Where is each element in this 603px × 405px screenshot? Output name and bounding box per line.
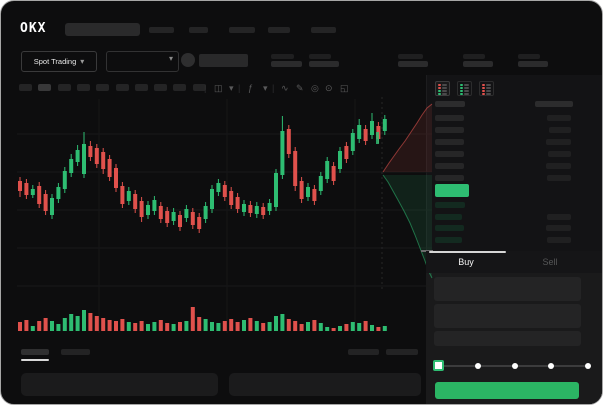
nav-item-placeholder[interactable]	[268, 27, 290, 33]
timeframe-button[interactable]	[38, 84, 52, 91]
bid-row-amount[interactable]	[546, 225, 571, 231]
coin-icon	[181, 53, 195, 67]
fullscreen-icon[interactable]: ◱	[340, 83, 349, 93]
stat-value-placeholder	[309, 61, 339, 67]
timeframe-button[interactable]	[57, 84, 71, 91]
stat-value-placeholder	[518, 61, 548, 67]
spot-trading-dropdown[interactable]: Spot Trading ▾	[21, 51, 97, 72]
nav-item-placeholder[interactable]	[311, 27, 336, 33]
orderbook-header-placeholder	[535, 101, 573, 107]
active-tab-indicator	[429, 251, 506, 253]
stat-label-placeholder	[309, 54, 331, 59]
indicator-icon[interactable]: ƒ	[248, 83, 254, 93]
nav-item-placeholder[interactable]	[229, 27, 255, 33]
orderbook-view-bids-icon[interactable]	[457, 81, 472, 96]
chevron-down-icon[interactable]: ▾	[263, 83, 268, 93]
nav-item-placeholder[interactable]	[189, 27, 208, 33]
timeframe-button[interactable]	[173, 84, 187, 91]
chart-footer-placeholder[interactable]	[386, 349, 418, 355]
chevron-down-icon: ▾	[168, 54, 173, 63]
order-side-tabs: Buy Sell	[426, 251, 602, 273]
bottom-panel-placeholder	[229, 373, 421, 396]
search-input[interactable]	[65, 23, 140, 36]
stat-value-placeholder	[271, 61, 302, 67]
ask-row[interactable]	[435, 127, 464, 133]
total-field[interactable]	[434, 331, 581, 346]
buy-tab[interactable]: Buy	[426, 251, 506, 273]
timeframe-button[interactable]	[19, 84, 32, 91]
buy-submit-button[interactable]	[435, 382, 579, 399]
bid-row[interactable]	[435, 225, 464, 231]
stat-label-placeholder	[518, 54, 540, 59]
ask-row-amount[interactable]	[546, 139, 571, 145]
ask-row-amount[interactable]	[548, 151, 571, 157]
timeframe-button[interactable]	[134, 84, 148, 91]
ask-row[interactable]	[435, 163, 464, 169]
amount-field[interactable]	[434, 304, 581, 328]
bottom-panel-placeholder	[21, 373, 218, 396]
stat-label-placeholder	[463, 54, 485, 59]
last-price-highlight	[435, 184, 469, 197]
chart-tab[interactable]	[21, 349, 49, 355]
bid-row[interactable]	[435, 202, 465, 208]
wave-tool-icon[interactable]: ∿	[281, 83, 289, 93]
bid-row[interactable]	[435, 237, 462, 243]
amount-slider-handle[interactable]	[433, 360, 444, 371]
draw-tool-icon[interactable]: ✎	[296, 83, 304, 93]
timeframe-button[interactable]	[96, 84, 110, 91]
price-field[interactable]	[434, 277, 581, 301]
active-chart-tab-underline	[21, 359, 49, 361]
timeframe-button[interactable]	[192, 84, 206, 91]
settings-icon[interactable]: ⊙	[325, 83, 333, 93]
slider-step-dot[interactable]	[585, 363, 591, 369]
sell-tab[interactable]: Sell	[506, 251, 594, 273]
orderbook-view-combined-icon[interactable]	[435, 81, 450, 96]
bid-row-amount[interactable]	[547, 237, 571, 243]
slider-step-dot[interactable]	[548, 363, 554, 369]
stat-value-placeholder	[463, 61, 493, 67]
ask-row-amount[interactable]	[547, 175, 571, 181]
ask-row[interactable]	[435, 139, 464, 145]
stat-label-placeholder	[271, 54, 294, 59]
pair-dropdown[interactable]: ▾	[106, 51, 179, 72]
bid-row[interactable]	[435, 214, 462, 220]
chart-footer-placeholder[interactable]	[348, 349, 379, 355]
chevron-down-icon[interactable]: ▾	[229, 83, 234, 93]
okx-logo[interactable]: OKX	[20, 21, 47, 36]
nav-item-placeholder[interactable]	[149, 27, 174, 33]
ask-row[interactable]	[435, 151, 464, 157]
spot-trading-label: Spot Trading	[33, 57, 77, 66]
timeframe-button[interactable]	[115, 84, 129, 91]
slider-step-dot[interactable]	[475, 363, 481, 369]
separator: |	[238, 83, 241, 93]
candle-style-icon[interactable]: ◫	[214, 83, 223, 93]
ask-row-amount[interactable]	[549, 127, 571, 133]
ask-row-amount[interactable]	[547, 115, 571, 121]
timeframe-button[interactable]	[154, 84, 168, 91]
ask-row[interactable]	[435, 115, 464, 121]
orderbook-view-asks-icon[interactable]	[479, 81, 494, 96]
timeframe-button[interactable]	[76, 84, 90, 91]
bid-row-amount[interactable]	[547, 214, 571, 220]
ask-row[interactable]	[435, 175, 464, 181]
separator: |	[204, 83, 207, 93]
camera-icon[interactable]: ◎	[311, 83, 319, 93]
ask-row-amount[interactable]	[546, 163, 571, 169]
last-price-placeholder	[199, 54, 248, 67]
slider-step-dot[interactable]	[512, 363, 518, 369]
chart-tab[interactable]	[61, 349, 90, 355]
stat-label-placeholder	[398, 54, 423, 59]
orderbook-header-placeholder	[435, 101, 465, 107]
separator: |	[272, 83, 275, 93]
chevron-down-icon: ▾	[80, 56, 85, 66]
stat-value-placeholder	[398, 61, 428, 67]
